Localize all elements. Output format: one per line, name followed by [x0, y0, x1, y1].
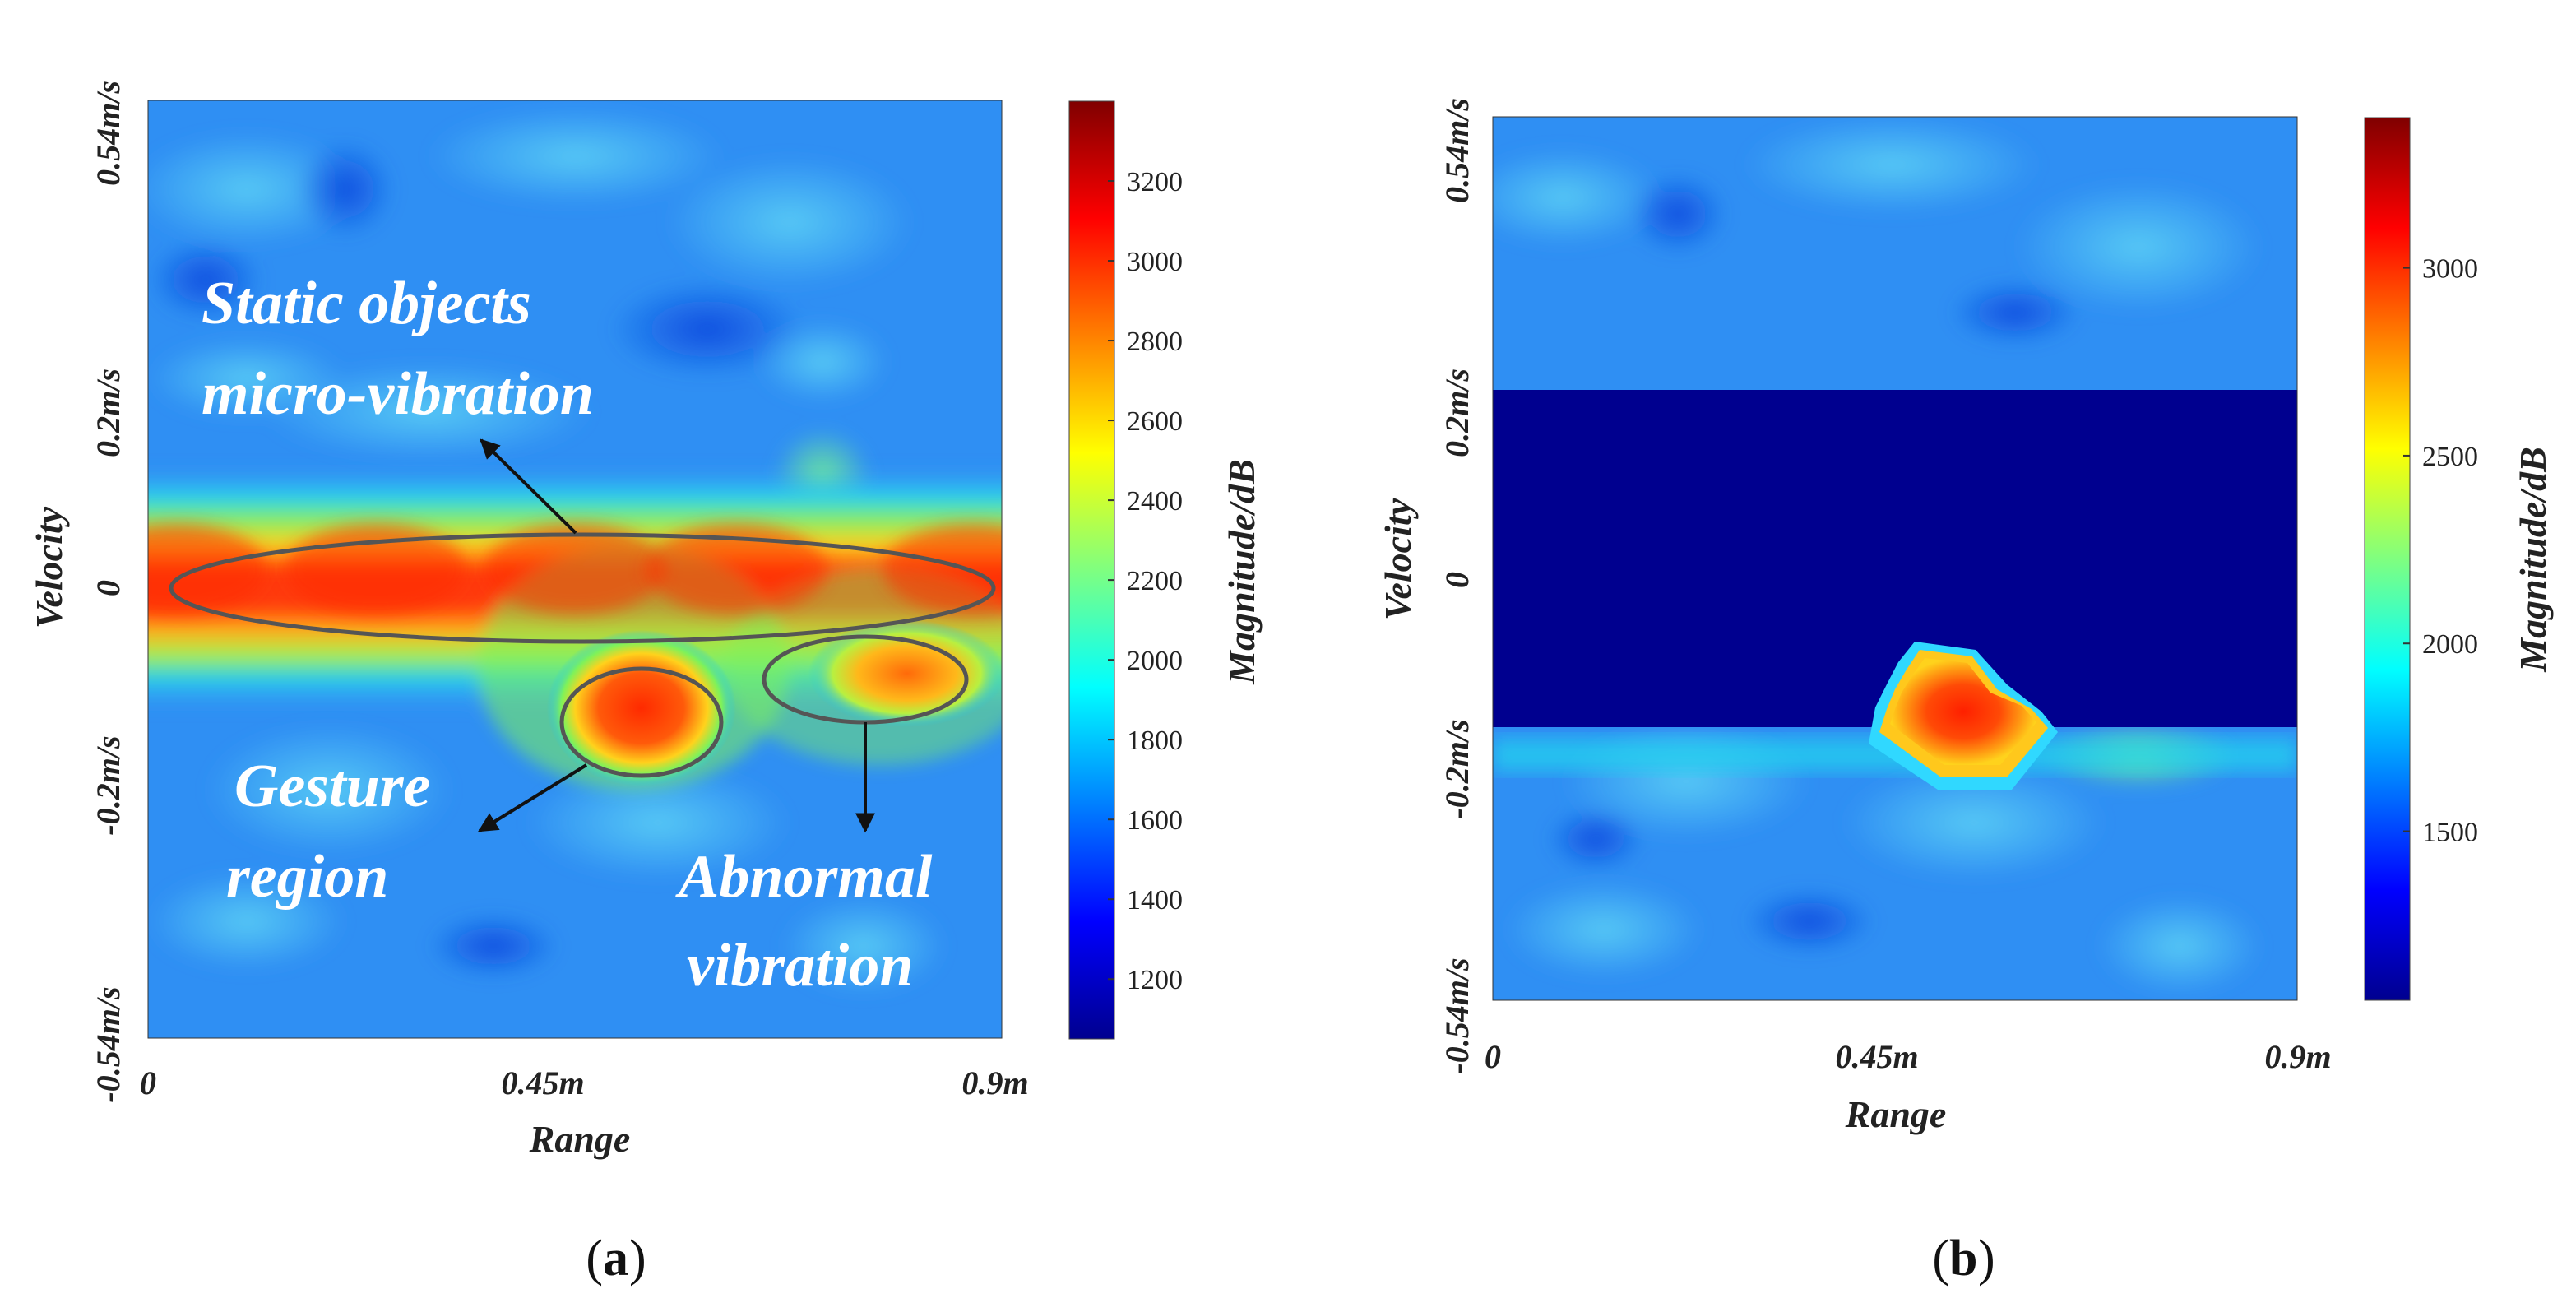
panel-b-colorbar-tick-label: 2500 — [2422, 442, 2478, 472]
panel-b-colorbar-tick-label: 2000 — [2422, 629, 2478, 660]
panel-a-ytick: -0.54m/s — [90, 986, 127, 1102]
static-band-peak — [883, 524, 1002, 614]
panel-a-caption: ( a ) — [586, 1231, 646, 1287]
panel-b-y-ticks: 0.54m/s 0.2m/s 0 -0.2m/s -0.54m/s — [1439, 98, 1476, 1073]
gesture-region-outline — [559, 666, 724, 778]
panel-b-ytick: -0.54m/s — [1439, 957, 1476, 1073]
panel-b-xtick: 0.9m — [2264, 1038, 2331, 1075]
panel-a-frame — [147, 100, 1003, 1039]
panel-b-ytick: -0.2m/s — [1439, 719, 1476, 818]
abnormal-vibration-hotspot — [808, 619, 1002, 727]
panel-b-x-ticks: 0 0.45m 0.9m — [1485, 1038, 2332, 1075]
panel-a-plot-area — [148, 100, 1002, 1038]
panel-a-texture — [148, 107, 946, 995]
static-band-peak — [484, 524, 665, 614]
gesture-arrow — [477, 763, 588, 832]
svg-text:): ) — [1978, 1231, 1995, 1287]
panel-a-ytick: 0.2m/s — [90, 369, 127, 457]
static-band-peak — [646, 524, 827, 614]
panel-b-heatmap: 0.54m/s 0.2m/s 0 -0.2m/s -0.54m/s Veloci… — [1377, 98, 2554, 1287]
static-band-outline — [169, 532, 996, 644]
panel-a-letter: a — [603, 1231, 628, 1287]
annotation-abnormal-line1: Abnormal — [675, 843, 933, 911]
panel-b-frame — [1492, 116, 2298, 1001]
panel-b-xtick: 0.45m — [1835, 1038, 1918, 1075]
panel-a-colorbar-tick-label: 1400 — [1127, 885, 1183, 916]
panel-a-colorbar-tick-label: 2800 — [1127, 327, 1183, 357]
panel-a-ytick: 0.54m/s — [90, 81, 127, 186]
static-band-arrow — [480, 438, 577, 535]
panel-a-heatmap: Static objects micro-vibration Gesture r… — [28, 81, 1263, 1287]
panel-a-ylabel: Velocity — [28, 506, 70, 628]
panel-b-plot-area — [1493, 117, 2297, 1000]
panel-a-x-ticks: 0 0.45m 0.9m — [140, 1064, 1029, 1101]
panel-b-ytick: 0.2m/s — [1439, 369, 1476, 457]
panel-b-ytick: 0.54m/s — [1439, 98, 1476, 203]
panel-a-colorbar-label: Magnitude/dB — [1221, 459, 1263, 685]
annotation-gesture-line1: Gesture — [234, 753, 430, 820]
svg-text:(: ( — [586, 1231, 603, 1287]
annotation-static-line2: micro-vibration — [202, 360, 594, 428]
panel-b-ytick: 0 — [1439, 572, 1476, 588]
panel-b-caption: ( b ) — [1932, 1231, 1995, 1287]
panel-b-colorbar — [2364, 117, 2411, 1001]
panel-b-colorbar-tick-label: 1500 — [2422, 818, 2478, 848]
panel-a-colorbar-tick-label: 3200 — [1127, 167, 1183, 197]
panel-b-xlabel: Range — [1845, 1093, 1947, 1135]
panel-a-colorbar — [1068, 100, 1115, 1040]
panel-a-ytick: 0 — [90, 580, 127, 596]
panel-b-colorbar-tick-label: 3000 — [2422, 254, 2478, 285]
annotation-static-line1: Static objects — [202, 270, 531, 337]
panel-a-ytick: -0.2m/s — [90, 735, 127, 835]
panel-a-colorbar-tick-label: 2200 — [1127, 566, 1183, 596]
panel-a-colorbar-tick-label: 2600 — [1127, 406, 1183, 437]
panel-a-xtick: 0.9m — [961, 1064, 1028, 1101]
panel-b-ylabel: Velocity — [1377, 498, 1419, 620]
panel-a-colorbar-tick-label: 2000 — [1127, 646, 1183, 676]
panel-b-colorbar-ticks: 1500 2000 2500 3000 — [2403, 254, 2478, 848]
panel-b-hotspots — [1869, 642, 2058, 790]
panel-b-colorbar-label: Magnitude/dB — [2512, 447, 2554, 673]
panel-b-xtick: 0 — [1485, 1038, 1501, 1075]
panel-a-xlabel: Range — [529, 1118, 631, 1160]
panel-a-colorbar-tick-label: 1800 — [1127, 726, 1183, 756]
panel-b-gesture-core — [1890, 658, 2036, 765]
panel-a-colorbar-tick-label: 1200 — [1127, 965, 1183, 995]
svg-text:(: ( — [1932, 1231, 1949, 1287]
annotation-abnormal-line2: vibration — [687, 932, 913, 999]
panel-a-xtick: 0 — [140, 1064, 156, 1101]
svg-text:): ) — [629, 1231, 646, 1287]
static-band-peak — [148, 524, 267, 614]
gesture-hotspot — [546, 629, 736, 786]
annotation-gesture-line2: region — [226, 843, 388, 911]
panel-a-colorbar-tick-label: 3000 — [1127, 247, 1183, 277]
panel-a-y-ticks: 0.54m/s 0.2m/s 0 -0.2m/s -0.54m/s — [90, 81, 127, 1102]
panel-b-letter: b — [1949, 1231, 1977, 1287]
panel-a-xtick: 0.45m — [501, 1064, 584, 1101]
panel-a-colorbar-tick-label: 2400 — [1127, 486, 1183, 517]
panel-a-colorbar-ticks: 1200 1400 1600 1800 2000 2200 2400 2600 2800 3000… — [1108, 167, 1183, 995]
panel-a-colorbar-tick-label: 1600 — [1127, 805, 1183, 836]
